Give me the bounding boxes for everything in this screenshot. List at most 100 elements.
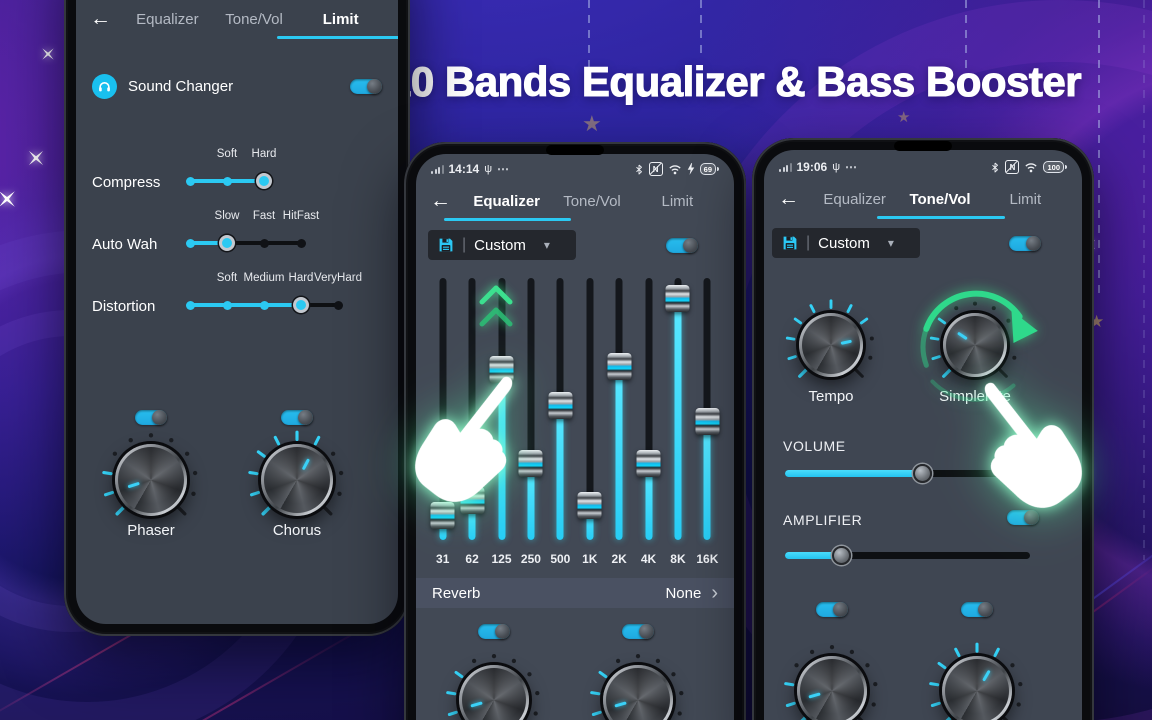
step-dot[interactable] bbox=[185, 238, 195, 248]
tab-tone-vol[interactable]: Tone/Vol bbox=[877, 191, 1006, 219]
knob-face bbox=[942, 656, 1012, 720]
eq-band-label: 2K bbox=[611, 552, 627, 566]
save-icon bbox=[439, 238, 453, 252]
back-icon[interactable]: ← bbox=[778, 187, 799, 210]
tab-equalizer[interactable]: Equalizer bbox=[823, 190, 886, 208]
effect-toggle[interactable] bbox=[478, 624, 510, 639]
more-icon: ⋯ bbox=[497, 162, 511, 176]
step-dot[interactable] bbox=[259, 238, 269, 248]
tab-limit[interactable]: Limit bbox=[277, 11, 398, 39]
slider-fill bbox=[190, 241, 227, 245]
slider-thumb[interactable] bbox=[219, 235, 235, 251]
eq-band-slider[interactable] bbox=[548, 278, 573, 540]
step-dot[interactable] bbox=[222, 300, 232, 310]
sound-changer-toggle[interactable] bbox=[350, 78, 382, 94]
eq-band-thumb[interactable] bbox=[665, 284, 690, 312]
bottom-knob[interactable] bbox=[441, 647, 547, 720]
eq-band-slider[interactable] bbox=[430, 278, 455, 540]
eq-band-thumb[interactable] bbox=[430, 502, 455, 530]
preset-selector[interactable]: | Custom ▾ bbox=[428, 230, 576, 260]
amplifier-toggle[interactable] bbox=[1007, 510, 1039, 525]
slider-thumb[interactable] bbox=[293, 297, 309, 313]
swipe-up-chevrons-icon bbox=[479, 285, 513, 327]
more-icon: ⋯ bbox=[845, 160, 859, 174]
rotate-arrow-icon bbox=[920, 290, 1038, 402]
eq-band-thumb[interactable] bbox=[548, 392, 573, 420]
reverb-row[interactable]: Reverb None › bbox=[416, 578, 734, 608]
slider-track bbox=[785, 552, 1030, 559]
effect-toggle[interactable] bbox=[622, 624, 654, 639]
effect-row-auto-wah: Auto Wah Slow Fast HitFast bbox=[92, 208, 382, 262]
knob-face bbox=[603, 665, 673, 720]
bottom-knob[interactable] bbox=[585, 647, 691, 720]
eq-band-label: 8K bbox=[670, 552, 686, 566]
eq-band-thumb[interactable] bbox=[577, 491, 602, 519]
signal-icon bbox=[431, 164, 444, 174]
tab-limit[interactable]: Limit bbox=[661, 192, 694, 210]
step-dot[interactable] bbox=[333, 300, 343, 310]
bottom-knob[interactable] bbox=[779, 638, 885, 720]
step-dot[interactable] bbox=[296, 238, 306, 248]
dropdown-caret-icon: ▾ bbox=[887, 236, 894, 250]
reverb-value: None bbox=[665, 584, 702, 602]
step-label: Slow bbox=[214, 210, 240, 222]
preset-selector[interactable]: | Custom ▾ bbox=[772, 228, 920, 258]
effect-toggle[interactable] bbox=[961, 602, 993, 617]
knob-face bbox=[115, 444, 187, 516]
effect-slider[interactable]: Slow Fast HitFast bbox=[182, 210, 319, 254]
slider-thumb[interactable] bbox=[913, 464, 933, 483]
step-label: Hard bbox=[288, 272, 314, 284]
phaser-knob[interactable] bbox=[97, 426, 205, 534]
phaser-toggle[interactable] bbox=[135, 410, 167, 425]
simplerate-knob[interactable] bbox=[925, 295, 1025, 395]
effect-slider[interactable]: Soft Medium Hard VeryHard bbox=[182, 272, 362, 316]
tab-tone-vol[interactable]: Tone/Vol bbox=[225, 10, 283, 28]
tempo-knob[interactable] bbox=[781, 295, 881, 395]
eq-band-slider[interactable] bbox=[665, 278, 690, 540]
tab-equalizer[interactable]: Equalizer bbox=[136, 10, 199, 28]
chorus-knob[interactable] bbox=[243, 426, 351, 534]
effect-toggle[interactable] bbox=[816, 602, 848, 617]
eq-band-slider[interactable] bbox=[577, 278, 602, 540]
eq-band-fill bbox=[586, 505, 594, 540]
sparkle-icon bbox=[42, 48, 54, 60]
slider-fill bbox=[785, 552, 842, 559]
tab-equalizer[interactable]: Equalizer bbox=[443, 193, 572, 221]
master-toggle[interactable] bbox=[666, 238, 698, 253]
eq-band-thumb[interactable] bbox=[518, 450, 543, 478]
charging-icon bbox=[687, 163, 694, 175]
eq-band-thumb[interactable] bbox=[636, 450, 661, 478]
status-time: 19:06 bbox=[796, 160, 828, 174]
volume-slider[interactable] bbox=[785, 464, 1030, 483]
step-dot[interactable] bbox=[185, 300, 195, 310]
eq-band: 16K bbox=[693, 278, 722, 568]
wifi-icon bbox=[669, 164, 681, 174]
back-icon[interactable]: ← bbox=[430, 189, 451, 212]
tab-tone-vol[interactable]: Tone/Vol bbox=[563, 192, 621, 210]
step-dot[interactable] bbox=[222, 176, 232, 186]
bottom-knob[interactable] bbox=[924, 638, 1030, 720]
nfc-off-icon: N bbox=[648, 162, 663, 176]
eq-band-thumb[interactable] bbox=[607, 353, 632, 381]
tab-limit[interactable]: Limit bbox=[1009, 190, 1042, 208]
chorus-toggle[interactable] bbox=[281, 410, 313, 425]
eq-band-slider[interactable] bbox=[695, 278, 720, 540]
effect-slider[interactable]: Soft Hard bbox=[182, 148, 276, 192]
eq-band-slider[interactable] bbox=[636, 278, 661, 540]
volume-label: VOLUME bbox=[783, 438, 846, 454]
amplifier-slider[interactable] bbox=[785, 546, 1030, 565]
slider-thumb[interactable] bbox=[832, 546, 852, 565]
step-dot[interactable] bbox=[259, 300, 269, 310]
slider-track bbox=[785, 470, 1030, 477]
save-icon bbox=[783, 236, 797, 250]
eq-band-slider[interactable] bbox=[518, 278, 543, 540]
eq-band-fill bbox=[468, 500, 476, 540]
eq-band-thumb[interactable] bbox=[695, 408, 720, 436]
hand-pointer-icon bbox=[984, 382, 1082, 508]
back-icon[interactable]: ← bbox=[90, 7, 111, 30]
master-toggle[interactable] bbox=[1009, 236, 1041, 251]
slider-thumb[interactable] bbox=[256, 173, 272, 189]
eq-band-slider[interactable] bbox=[607, 278, 632, 540]
step-dot[interactable] bbox=[185, 176, 195, 186]
